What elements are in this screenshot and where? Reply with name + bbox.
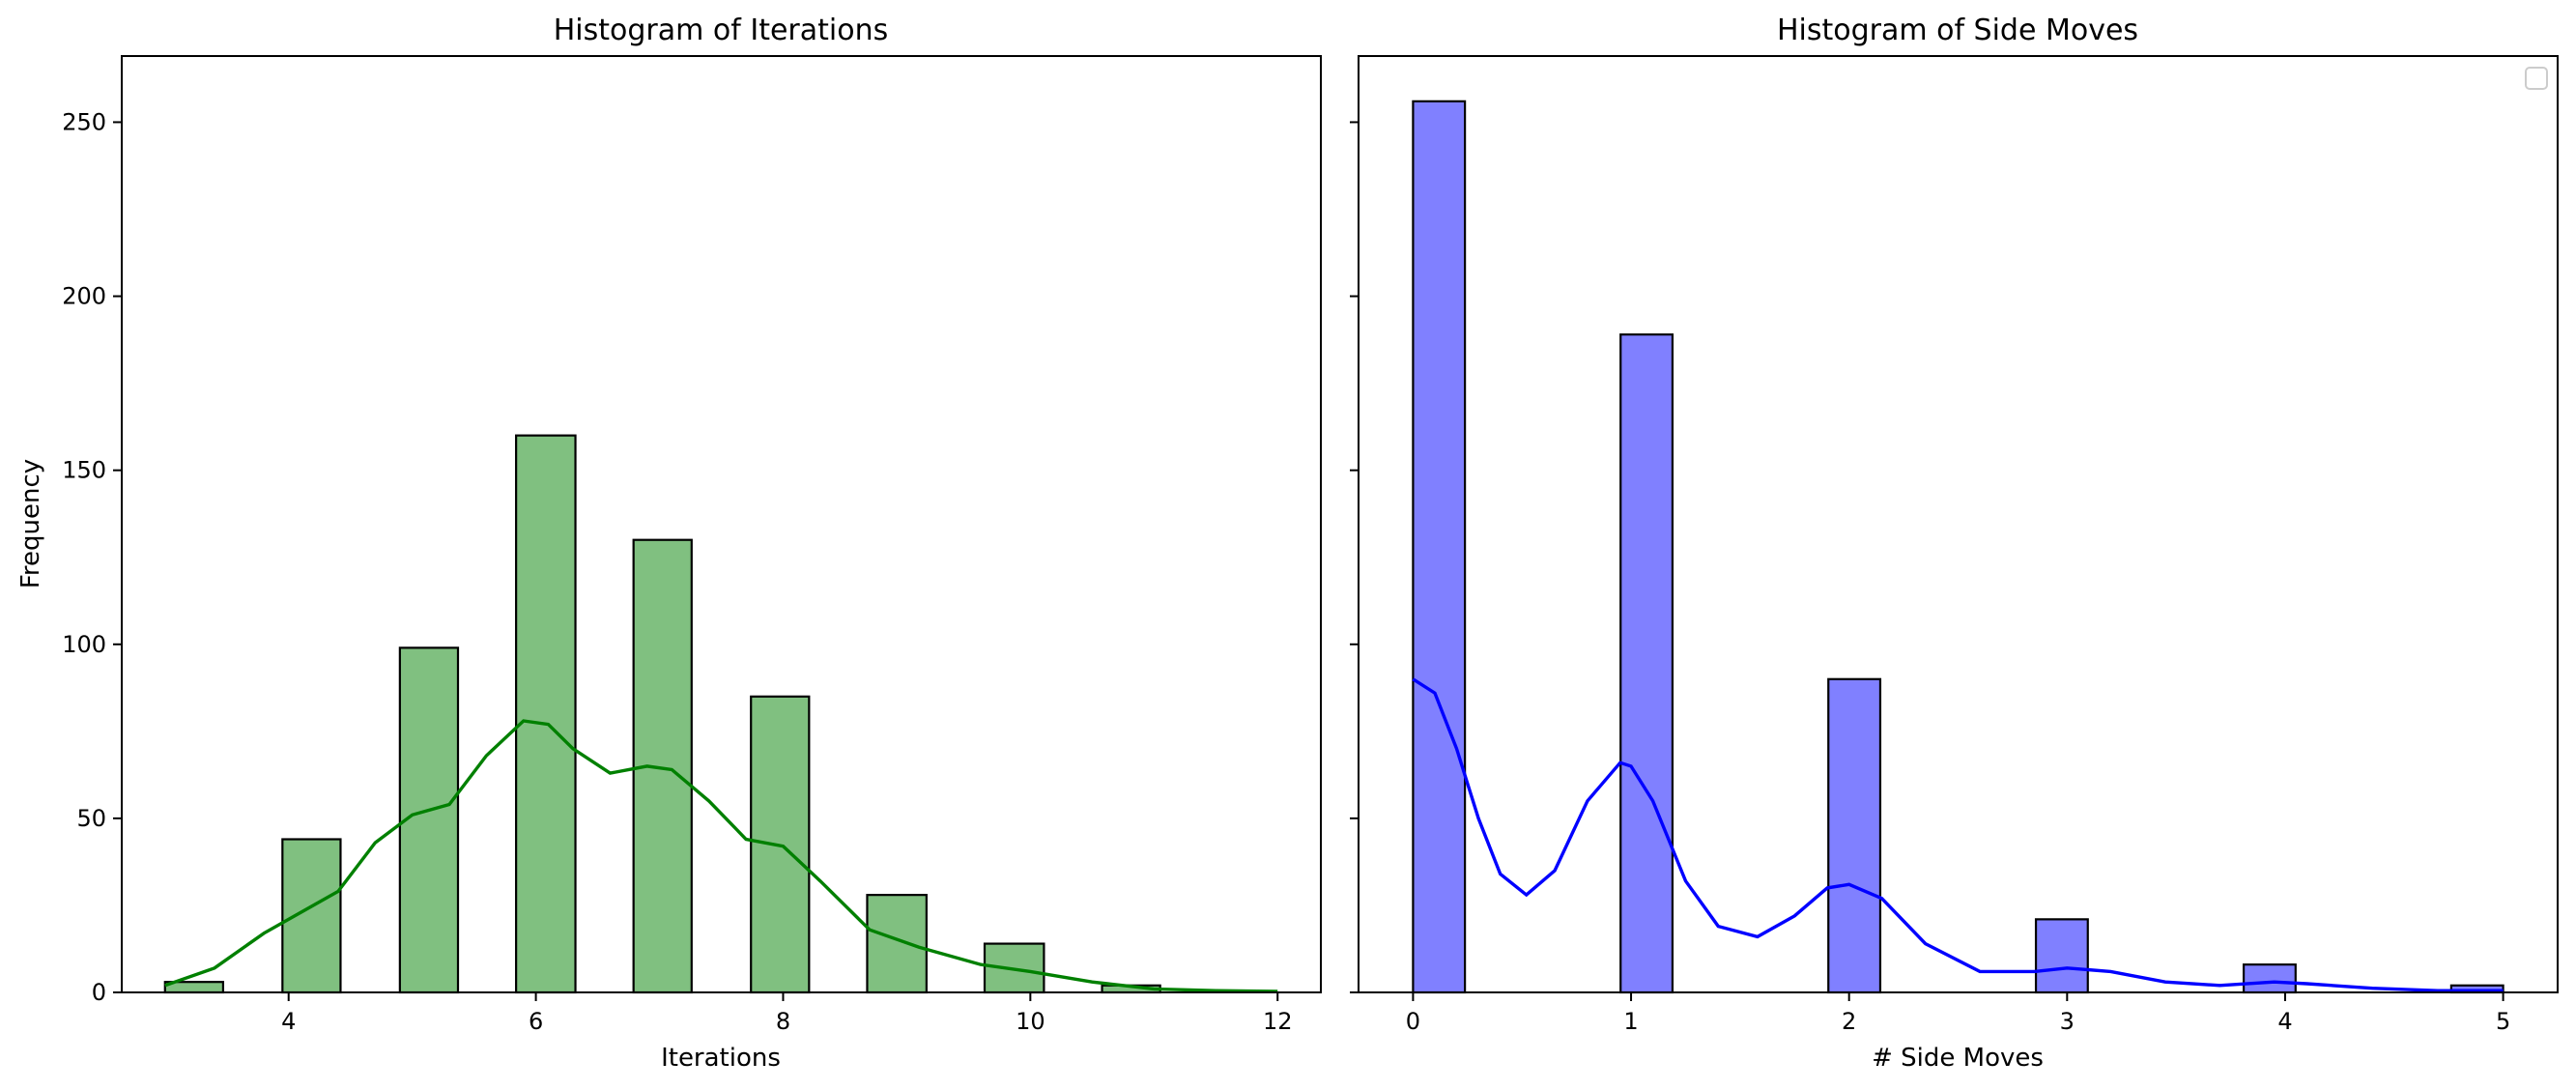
side-moves-x-tick-label: 4 [2277, 1008, 2292, 1035]
iterations-x-tick-label: 8 [776, 1008, 790, 1035]
side-moves-x-tick-label: 5 [2496, 1008, 2510, 1035]
side-moves-bar-3 [2034, 918, 2089, 994]
side-moves-title: Histogram of Side Moves [1777, 14, 2138, 47]
iterations-y-tick-label: 200 [62, 283, 106, 310]
iterations-title: Histogram of Iterations [554, 14, 889, 47]
side-moves-x-tick-label: 2 [1842, 1008, 1856, 1035]
side-moves-x-axis-label: # Side Moves [1872, 1044, 2044, 1073]
iterations-y-ticks: 0 50 100 150 200 250 [62, 108, 122, 1006]
side-moves-plot-frame [1358, 55, 2559, 993]
iterations-x-ticks: 4 6 8 10 12 [281, 992, 1292, 1035]
side-moves-x-tick-label: 0 [1406, 1008, 1420, 1035]
side-moves-bars [1412, 100, 2504, 994]
iterations-bar-2 [398, 646, 460, 994]
iterations-y-tick-label: 150 [62, 457, 106, 484]
iterations-bars [163, 434, 1161, 994]
iterations-y-tick-label: 100 [62, 631, 106, 658]
iterations-x-tick-label: 6 [529, 1008, 543, 1035]
side-moves-x-tick-label: 1 [1623, 1008, 1638, 1035]
iterations-x-tick-label: 10 [1016, 1008, 1045, 1035]
iterations-y-tick-label: 50 [76, 805, 106, 832]
iterations-y-tick-label: 250 [62, 108, 106, 135]
empty-legend-box [2525, 67, 2548, 90]
iterations-bar-3 [515, 434, 577, 994]
iterations-histogram-axes: Histogram of Iterations 4 6 8 10 12 0 50 100 15… [16, 14, 1322, 1073]
side-moves-bar-4 [2242, 963, 2297, 994]
frequency-y-axis-label: Frequency [16, 459, 45, 588]
side-moves-bar-0 [1412, 100, 1467, 994]
iterations-x-axis-label: Iterations [661, 1044, 781, 1073]
iterations-bar-6 [866, 894, 928, 994]
side-moves-bar-2 [1827, 677, 1882, 994]
iterations-kde-line [164, 719, 1278, 993]
side-moves-x-ticks: 0 1 2 3 4 5 [1406, 992, 2510, 1035]
side-moves-histogram-axes: Histogram of Side Moves 0 1 2 3 4 5 # Side Mo… [1350, 14, 2559, 1073]
iterations-plot-frame [121, 55, 1322, 993]
iterations-bar-1 [281, 838, 342, 994]
side-moves-kde-line [1412, 677, 2504, 992]
iterations-x-tick-label: 4 [281, 1008, 296, 1035]
iterations-y-tick-label: 0 [92, 979, 106, 1006]
iterations-x-tick-label: 12 [1263, 1008, 1293, 1035]
side-moves-y-ticks [1350, 121, 1359, 993]
side-moves-x-tick-label: 3 [2060, 1008, 2075, 1035]
side-moves-bar-1 [1619, 333, 1674, 994]
